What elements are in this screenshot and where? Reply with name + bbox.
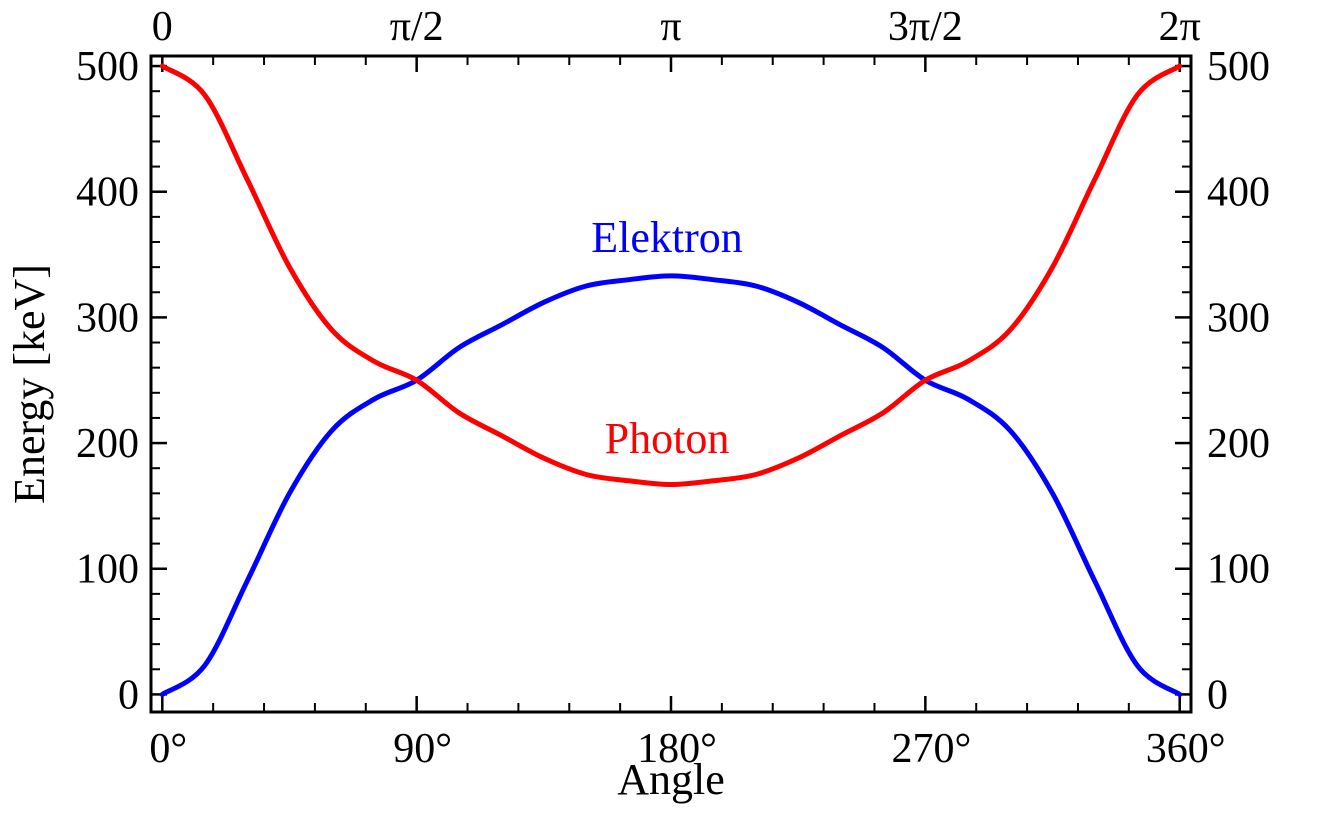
- y-tick-label-right: 300: [1207, 295, 1270, 341]
- series-line-elektron: [159, 273, 1183, 697]
- y-tick-label-right: 0: [1207, 672, 1228, 718]
- y-tick-label-left: 200: [76, 421, 139, 467]
- x-top-tick-label: π/2: [390, 4, 444, 50]
- series-label-elektron: Elektron: [591, 213, 743, 262]
- y-tick-label-right: 100: [1207, 547, 1270, 593]
- y-tick-label-left: 100: [76, 547, 139, 593]
- x-tick-label: 90°: [393, 726, 452, 772]
- x-tick-label: 180°: [637, 726, 717, 772]
- x-top-tick-label: π: [660, 4, 681, 50]
- y-tick-label-left: 400: [76, 170, 139, 216]
- x-top-tick-label: 3π/2: [888, 4, 963, 50]
- y-axis-title: Energy [keV]: [5, 264, 54, 504]
- y-tick-label-left: 0: [118, 672, 139, 718]
- series-label-photon: Photon: [605, 414, 730, 463]
- x-top-tick-label: 2π: [1159, 4, 1201, 50]
- x-axis-title: Angle: [617, 755, 725, 804]
- series-line-photon: [159, 63, 1183, 488]
- plot-frame: [149, 54, 1193, 714]
- series-lines: [159, 63, 1183, 697]
- tick-labels: 0° 90° 180° 270° 360° 0 π/2 π 3π/2 2π 0 0 100 100 200 2…: [76, 4, 1270, 772]
- x-tick-label: 0°: [149, 726, 187, 772]
- y-tick-label-right: 500: [1207, 44, 1270, 90]
- x-tick-label: 270°: [891, 726, 971, 772]
- y-tick-label-right: 200: [1207, 421, 1270, 467]
- x-tick-label: 360°: [1146, 726, 1226, 772]
- y-tick-label-right: 400: [1207, 170, 1270, 216]
- series-labels: Elektron Photon: [591, 213, 743, 463]
- x-top-tick-label: 0: [152, 4, 173, 50]
- y-tick-label-left: 300: [76, 295, 139, 341]
- y-tick-label-left: 500: [76, 44, 139, 90]
